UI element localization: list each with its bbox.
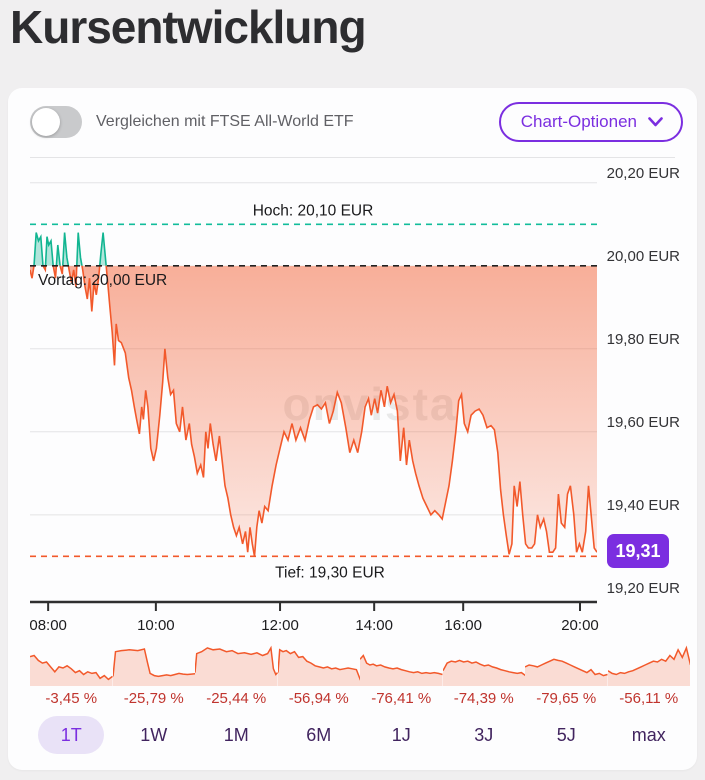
- percent-label: -56,94 %: [288, 690, 349, 707]
- range-tab-col: 6M: [278, 715, 361, 755]
- compare-row: Vergleichen mit FTSE All-World ETF Chart…: [30, 100, 683, 144]
- chart-options-label: Chart-Optionen: [520, 112, 637, 131]
- range-tab-6M[interactable]: 6M: [286, 716, 352, 754]
- percent-label: -74,39 %: [453, 690, 514, 707]
- percent-label: -25,44 %: [206, 690, 267, 707]
- sparkline-segment-4[interactable]: [277, 644, 361, 686]
- x-axis-labels: 08:00 10:00 12:00 14:00 16:00 20:00: [29, 617, 599, 637]
- y-axis-label: 19,60 EUR: [607, 414, 681, 431]
- range-tab-col: 1T: [30, 715, 113, 755]
- x-axis-label: 10:00: [137, 617, 175, 634]
- percent-label: -79,65 %: [536, 690, 597, 707]
- page-title: Kursentwicklung: [10, 1, 367, 53]
- range-tab-col: max: [608, 715, 691, 755]
- sparkline-segment-6[interactable]: [442, 644, 526, 686]
- x-axis-label: 12:00: [261, 617, 299, 634]
- divider: [30, 157, 675, 158]
- sparkline-segment-8[interactable]: [607, 644, 691, 686]
- percent-row: -3,45 % -25,79 % -25,44 % -56,94 % -76,41 % -…: [30, 690, 690, 707]
- compare-toggle-knob: [32, 108, 60, 136]
- x-axis-label: 16:00: [444, 617, 482, 634]
- last-price-badge: 19,31: [607, 534, 669, 568]
- range-tab-1J[interactable]: 1J: [368, 716, 434, 754]
- compare-toggle[interactable]: [30, 106, 82, 138]
- range-tab-1T[interactable]: 1T: [38, 716, 105, 754]
- y-axis-label: 19,80 EUR: [607, 331, 681, 348]
- y-axis-label: 19,40 EUR: [607, 497, 681, 514]
- range-tab-3J[interactable]: 3J: [451, 716, 517, 754]
- sparkline-segment-2[interactable]: [112, 644, 196, 686]
- range-tab-5J[interactable]: 5J: [533, 716, 599, 754]
- y-axis-label: 19,20 EUR: [607, 580, 681, 597]
- range-tab-col: 1M: [195, 715, 278, 755]
- range-tab-col: 1J: [360, 715, 443, 755]
- chart-card: Vergleichen mit FTSE All-World ETF Chart…: [8, 88, 697, 770]
- chevron-down-icon: [648, 117, 663, 127]
- high-line-label: Hoch: 20,10 EUR: [253, 202, 374, 219]
- x-axis-label: 08:00: [29, 617, 67, 634]
- sparkline-segment-7[interactable]: [525, 644, 608, 686]
- prev-close-line-label: Vortag: 20,00 EUR: [38, 272, 167, 289]
- sparkline-strip: [30, 644, 690, 686]
- range-tab-1M[interactable]: 1M: [203, 716, 269, 754]
- sparkline-segment-1[interactable]: [30, 644, 113, 686]
- chart-options-button[interactable]: Chart-Optionen: [498, 102, 683, 142]
- range-tab-col: 5J: [525, 715, 608, 755]
- range-tab-max[interactable]: max: [616, 716, 682, 754]
- y-axis-label: 20,00 EUR: [607, 248, 681, 265]
- compare-label: Vergleichen mit FTSE All-World ETF: [96, 113, 354, 130]
- range-tab-col: 1W: [113, 715, 196, 755]
- x-axis-label: 14:00: [355, 617, 393, 634]
- low-line-label: Tief: 19,30 EUR: [275, 564, 385, 581]
- x-axis-label: 20:00: [561, 617, 599, 634]
- sparkline-segment-3[interactable]: [195, 644, 278, 686]
- percent-label: -25,79 %: [123, 690, 184, 707]
- sparkline-segment-5[interactable]: [360, 644, 443, 686]
- range-tab-1W[interactable]: 1W: [121, 716, 187, 754]
- y-axis-label: 20,20 EUR: [607, 165, 681, 182]
- percent-label: -3,45 %: [45, 690, 98, 707]
- range-tabs: 1T 1W 1M 6M 1J 3J 5J max: [30, 715, 690, 755]
- percent-label: -56,11 %: [619, 690, 679, 707]
- percent-label: -76,41 %: [371, 690, 432, 707]
- range-tab-col: 3J: [443, 715, 526, 755]
